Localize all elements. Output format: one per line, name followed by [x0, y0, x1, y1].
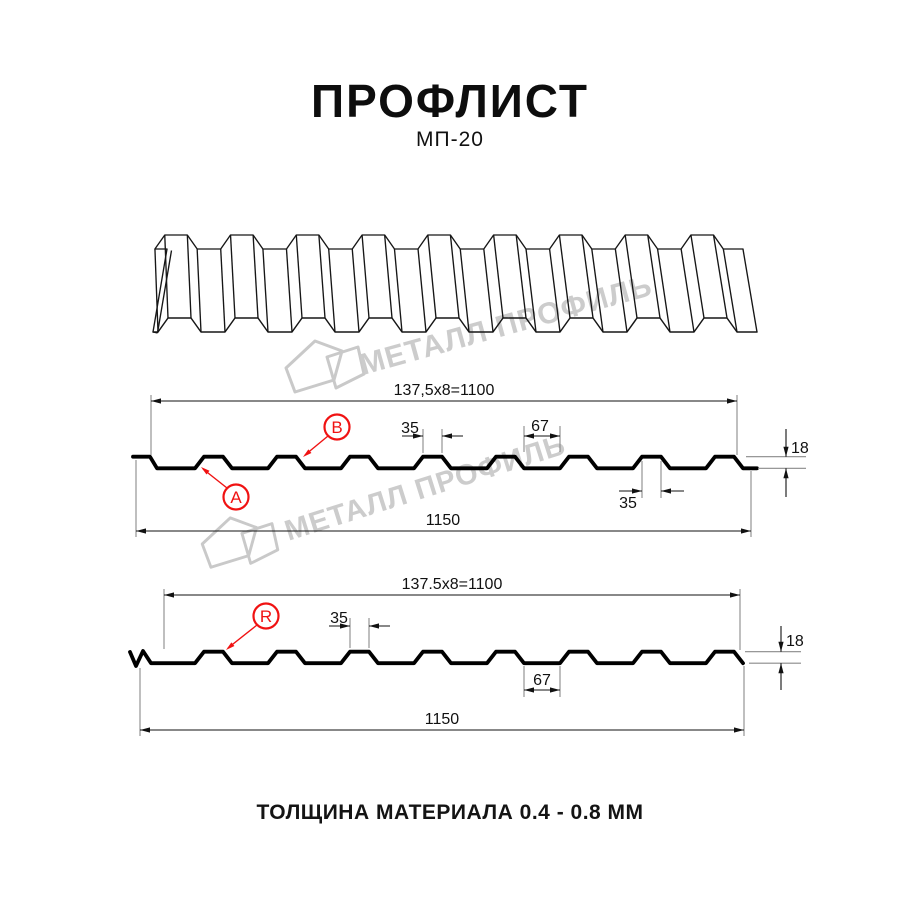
watermark-brand-text: МЕТАЛЛ ПРОФИЛЬ: [356, 269, 657, 382]
label-b: B: [331, 418, 342, 437]
dim-overall-top: 1150: [426, 512, 461, 529]
dimension-labels: 137,5x8=1100 1150 35 67 35 18 B A 137.5x…: [230, 382, 809, 728]
dim-ribtop-top: 35: [401, 420, 419, 437]
dim-pitch-top: 137,5x8=1100: [394, 382, 495, 399]
dim-pitch-bottom: 137.5x8=1100: [402, 576, 503, 593]
sheet-3d-view: [152, 234, 758, 334]
label-a: A: [230, 488, 242, 507]
dim-overall-bottom: 1150: [425, 711, 460, 728]
footer-note: ТОЛЩИНА МАТЕРИАЛА 0.4 - 0.8 ММ: [256, 801, 644, 824]
watermark-brand-text: МЕТАЛЛ ПРОФИЛЬ: [281, 429, 570, 548]
metall-profil-logo: [284, 339, 366, 394]
dim-valley-bottom: 67: [533, 672, 551, 689]
dim-height-top: 18: [791, 440, 809, 457]
dim-ribtop-bottom: 35: [330, 610, 348, 627]
page-title: ПРОФЛИСТ: [311, 75, 589, 127]
metall-profil-logo: [200, 516, 280, 569]
profile-section-view-r: [128, 589, 801, 736]
dim-height-bottom: 18: [786, 633, 804, 650]
label-r: R: [260, 607, 272, 626]
page-subtitle: МП-20: [416, 128, 484, 151]
dim-ribtop2-top: 35: [619, 495, 637, 512]
